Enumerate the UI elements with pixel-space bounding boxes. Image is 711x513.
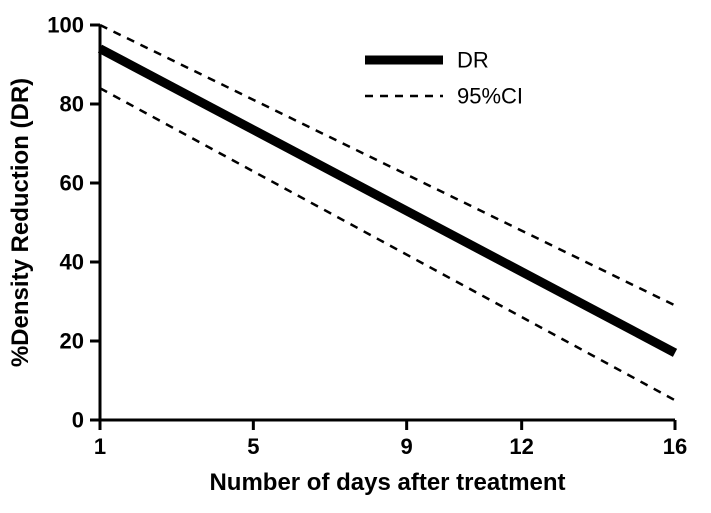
y-tick-label: 20 [60, 329, 84, 354]
x-tick-label: 5 [247, 434, 259, 459]
x-tick-label: 1 [94, 434, 106, 459]
x-axis-title: Number of days after treatment [209, 469, 565, 496]
legend-label: 95%CI [457, 84, 523, 109]
series-CI_lower [100, 88, 675, 400]
y-tick-label: 40 [60, 250, 84, 275]
x-tick-label: 12 [509, 434, 533, 459]
y-tick-label: 60 [60, 171, 84, 196]
series-CI_upper [100, 25, 675, 305]
legend-label: DR [457, 48, 489, 73]
chart-container: 1 5 9 12 16 0 20 40 60 80 100 Number of days after … [0, 0, 711, 508]
series-DR [100, 49, 675, 353]
density-reduction-chart: 1 5 9 12 16 0 20 40 60 80 100 Number of days after … [0, 0, 711, 508]
y-axis-title: %Density Reduction (DR) [7, 78, 34, 367]
y-tick-label: 80 [60, 92, 84, 117]
y-tick-label: 0 [72, 408, 84, 433]
y-tick-label: 100 [47, 13, 84, 38]
x-tick-label: 9 [401, 434, 413, 459]
x-tick-label: 16 [663, 434, 687, 459]
